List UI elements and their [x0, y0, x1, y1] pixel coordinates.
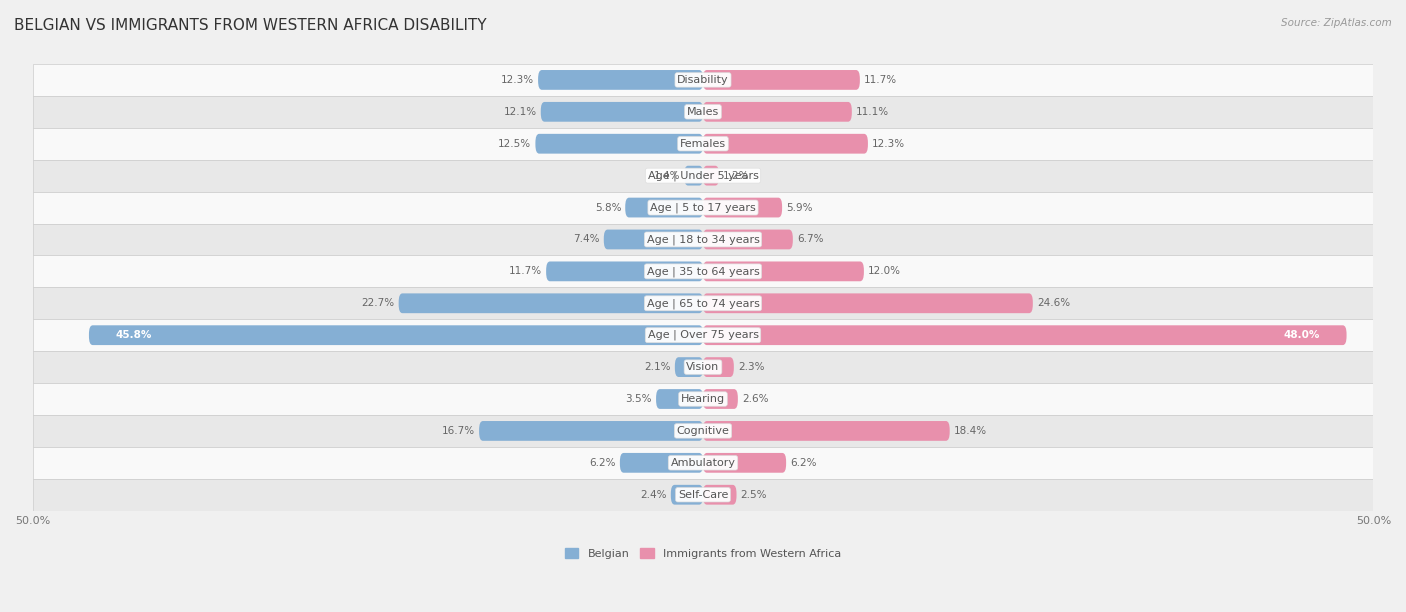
- FancyBboxPatch shape: [620, 453, 703, 472]
- Text: Source: ZipAtlas.com: Source: ZipAtlas.com: [1281, 18, 1392, 28]
- Text: Age | Over 75 years: Age | Over 75 years: [648, 330, 758, 340]
- Text: 1.4%: 1.4%: [654, 171, 681, 181]
- Text: 2.6%: 2.6%: [742, 394, 769, 404]
- Text: 11.7%: 11.7%: [509, 266, 543, 277]
- Text: Vision: Vision: [686, 362, 720, 372]
- Text: 45.8%: 45.8%: [115, 330, 152, 340]
- Bar: [32, 223, 1374, 255]
- FancyBboxPatch shape: [671, 485, 703, 505]
- FancyBboxPatch shape: [703, 230, 793, 249]
- FancyBboxPatch shape: [703, 293, 1033, 313]
- Bar: [32, 160, 1374, 192]
- FancyBboxPatch shape: [399, 293, 703, 313]
- Text: Age | 18 to 34 years: Age | 18 to 34 years: [647, 234, 759, 245]
- FancyBboxPatch shape: [657, 389, 703, 409]
- FancyBboxPatch shape: [603, 230, 703, 249]
- Text: 24.6%: 24.6%: [1036, 298, 1070, 308]
- FancyBboxPatch shape: [703, 261, 863, 282]
- Bar: [32, 128, 1374, 160]
- FancyBboxPatch shape: [703, 102, 852, 122]
- Bar: [32, 64, 1374, 96]
- Text: 48.0%: 48.0%: [1284, 330, 1320, 340]
- Bar: [32, 479, 1374, 510]
- Text: Females: Females: [681, 139, 725, 149]
- FancyBboxPatch shape: [479, 421, 703, 441]
- Text: 3.5%: 3.5%: [626, 394, 652, 404]
- Text: 6.2%: 6.2%: [790, 458, 817, 468]
- Text: 11.7%: 11.7%: [863, 75, 897, 85]
- FancyBboxPatch shape: [703, 134, 868, 154]
- Text: Cognitive: Cognitive: [676, 426, 730, 436]
- Text: 12.0%: 12.0%: [868, 266, 901, 277]
- FancyBboxPatch shape: [685, 166, 703, 185]
- Text: Age | Under 5 years: Age | Under 5 years: [648, 170, 758, 181]
- Text: 18.4%: 18.4%: [953, 426, 987, 436]
- FancyBboxPatch shape: [703, 326, 1347, 345]
- Bar: [32, 287, 1374, 319]
- Bar: [32, 415, 1374, 447]
- Text: 2.1%: 2.1%: [644, 362, 671, 372]
- Text: 6.2%: 6.2%: [589, 458, 616, 468]
- FancyBboxPatch shape: [703, 485, 737, 505]
- Text: 12.5%: 12.5%: [498, 139, 531, 149]
- Bar: [32, 351, 1374, 383]
- FancyBboxPatch shape: [546, 261, 703, 282]
- FancyBboxPatch shape: [675, 357, 703, 377]
- Text: Self-Care: Self-Care: [678, 490, 728, 500]
- FancyBboxPatch shape: [536, 134, 703, 154]
- Bar: [32, 255, 1374, 287]
- FancyBboxPatch shape: [538, 70, 703, 90]
- Text: 7.4%: 7.4%: [574, 234, 600, 244]
- Bar: [32, 96, 1374, 128]
- FancyBboxPatch shape: [703, 357, 734, 377]
- Text: Ambulatory: Ambulatory: [671, 458, 735, 468]
- FancyBboxPatch shape: [703, 421, 949, 441]
- Text: 2.3%: 2.3%: [738, 362, 765, 372]
- Text: 1.2%: 1.2%: [723, 171, 749, 181]
- Bar: [32, 192, 1374, 223]
- Text: 2.4%: 2.4%: [640, 490, 666, 500]
- FancyBboxPatch shape: [703, 166, 718, 185]
- Text: Hearing: Hearing: [681, 394, 725, 404]
- Text: Age | 65 to 74 years: Age | 65 to 74 years: [647, 298, 759, 308]
- Text: Age | 5 to 17 years: Age | 5 to 17 years: [650, 203, 756, 213]
- Text: 12.1%: 12.1%: [503, 107, 537, 117]
- Text: 5.8%: 5.8%: [595, 203, 621, 212]
- Bar: [32, 447, 1374, 479]
- Text: 12.3%: 12.3%: [872, 139, 905, 149]
- Text: 5.9%: 5.9%: [786, 203, 813, 212]
- Text: 6.7%: 6.7%: [797, 234, 824, 244]
- Text: Age | 35 to 64 years: Age | 35 to 64 years: [647, 266, 759, 277]
- FancyBboxPatch shape: [703, 389, 738, 409]
- Bar: [32, 383, 1374, 415]
- Text: Disability: Disability: [678, 75, 728, 85]
- FancyBboxPatch shape: [703, 70, 860, 90]
- FancyBboxPatch shape: [89, 326, 703, 345]
- Bar: [32, 319, 1374, 351]
- Text: BELGIAN VS IMMIGRANTS FROM WESTERN AFRICA DISABILITY: BELGIAN VS IMMIGRANTS FROM WESTERN AFRIC…: [14, 18, 486, 34]
- FancyBboxPatch shape: [626, 198, 703, 217]
- Text: 22.7%: 22.7%: [361, 298, 395, 308]
- FancyBboxPatch shape: [541, 102, 703, 122]
- Text: Males: Males: [688, 107, 718, 117]
- FancyBboxPatch shape: [703, 453, 786, 472]
- Text: 16.7%: 16.7%: [441, 426, 475, 436]
- Text: 12.3%: 12.3%: [501, 75, 534, 85]
- Text: 2.5%: 2.5%: [741, 490, 768, 500]
- Text: 11.1%: 11.1%: [856, 107, 889, 117]
- FancyBboxPatch shape: [703, 198, 782, 217]
- Legend: Belgian, Immigrants from Western Africa: Belgian, Immigrants from Western Africa: [561, 544, 845, 563]
